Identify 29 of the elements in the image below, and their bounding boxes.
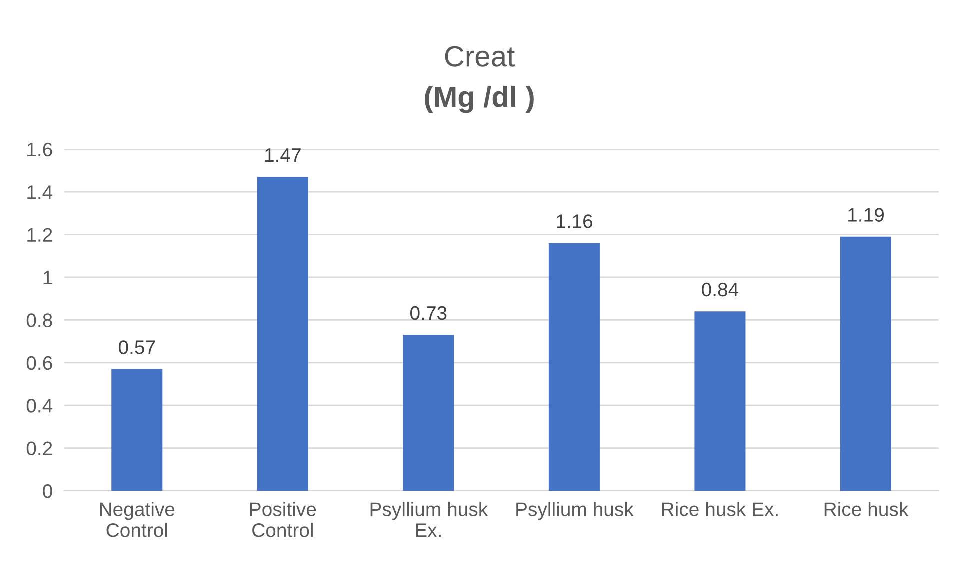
y-tick-label: 0.2	[26, 442, 52, 456]
data-label: 0.84	[702, 282, 739, 297]
y-tick-label: 1.4	[28, 186, 53, 200]
bar	[257, 177, 308, 491]
y-tick-label: 0.8	[26, 314, 52, 328]
y-tick-label: 0	[43, 484, 52, 498]
data-label: 0.57	[118, 340, 156, 354]
y-tick-label: 1.6	[28, 142, 52, 157]
bar	[840, 236, 892, 491]
data-label: 1.16	[557, 214, 593, 228]
bar	[403, 335, 454, 491]
x-tick-label: Psyllium husk	[516, 502, 634, 520]
x-tick-label: Psyllium husk Ex.	[370, 502, 488, 538]
y-tick-label: 1	[44, 271, 52, 285]
bar	[694, 312, 746, 491]
data-label: 1.47	[265, 148, 301, 162]
x-tick-label: Negative Control	[100, 502, 175, 538]
data-label: 0.73	[410, 306, 447, 320]
bar	[112, 369, 163, 491]
bar	[548, 243, 600, 491]
x-tick-label: Positive Control	[250, 502, 316, 538]
y-tick-label: 0.4	[26, 399, 53, 413]
data-label: 1.19	[848, 208, 884, 222]
chart-title: Creat	[445, 46, 515, 67]
x-tick-label: Rice husk Ex.	[662, 502, 778, 516]
chart-subtitle: (Mg /dl )	[425, 86, 534, 114]
y-tick-label: 1.2	[28, 228, 52, 242]
y-tick-label: 0.6	[26, 356, 52, 370]
x-tick-label: Rice husk	[824, 502, 909, 516]
